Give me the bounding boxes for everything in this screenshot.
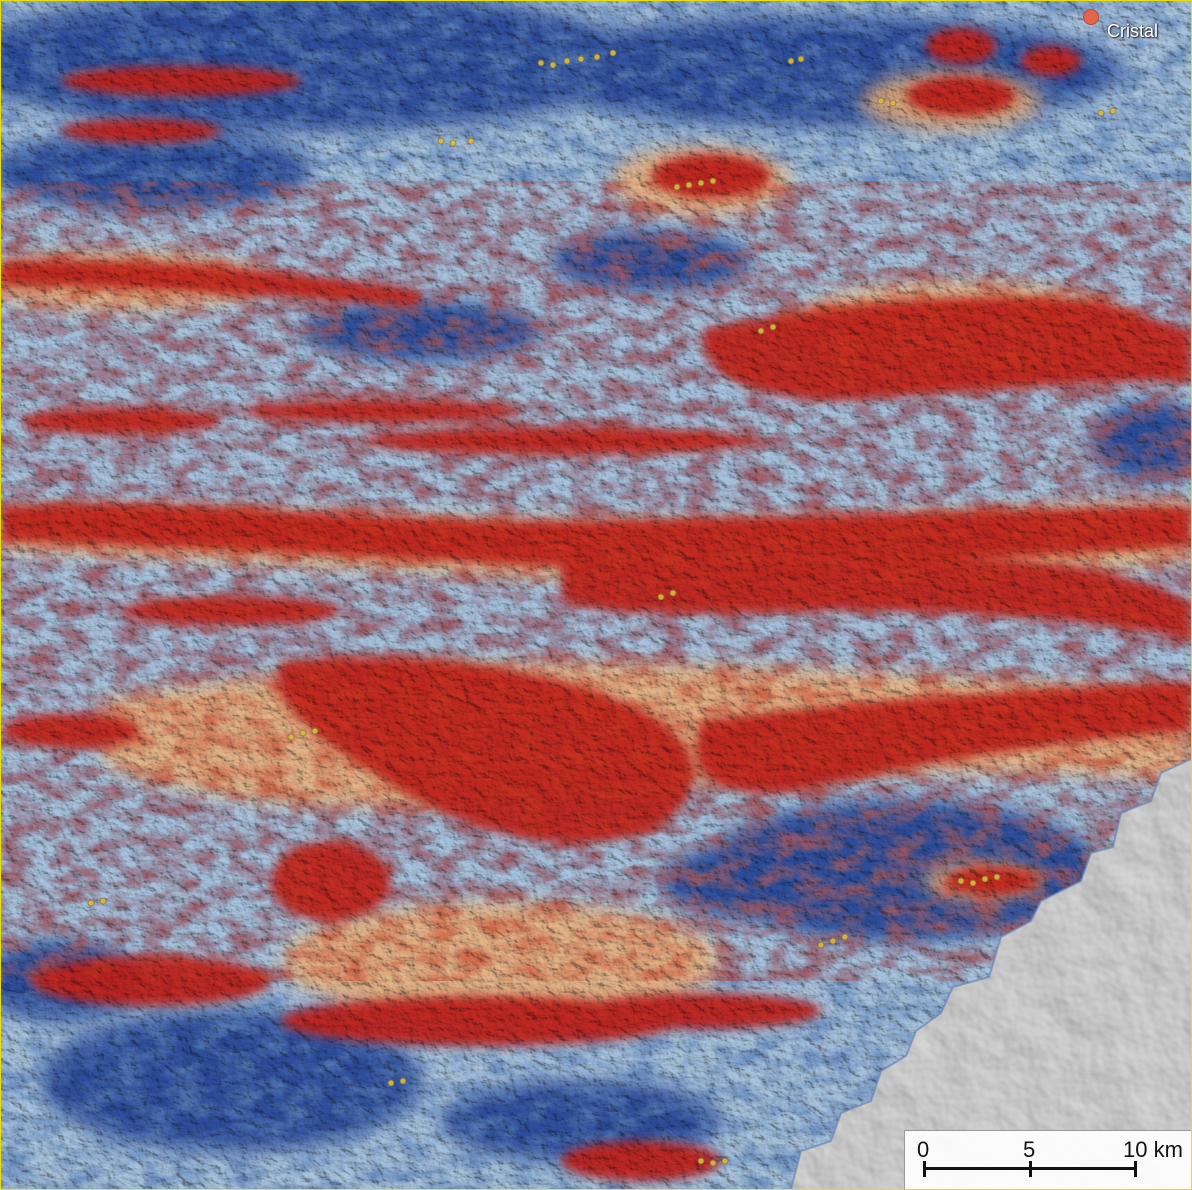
place-label: Cristal xyxy=(1107,21,1159,41)
location-marker-icon[interactable] xyxy=(1083,9,1099,25)
scale-label-5: 5 xyxy=(1023,1137,1036,1162)
scale-label-0: 0 xyxy=(917,1137,930,1162)
scale-bar: 0 5 10 km xyxy=(904,1130,1191,1189)
scale-label-10km: 10 km xyxy=(1123,1137,1183,1162)
scale-tick-10 xyxy=(1134,1161,1137,1177)
scale-tick-0 xyxy=(923,1161,926,1177)
scale-tick-5 xyxy=(1029,1161,1032,1177)
